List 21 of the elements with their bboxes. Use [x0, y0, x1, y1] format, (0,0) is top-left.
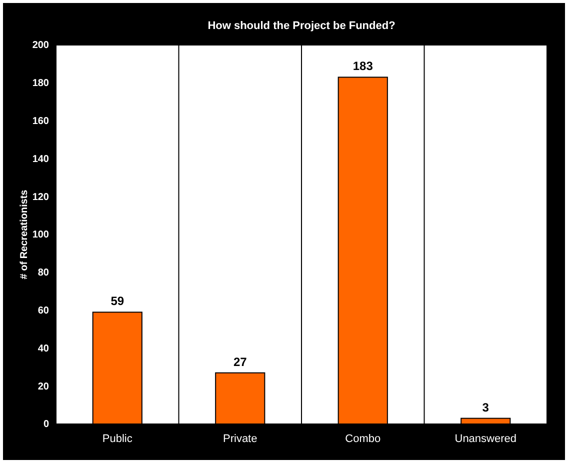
- y-tick-label: 60: [38, 306, 50, 316]
- data-label: 59: [110, 294, 124, 308]
- data-label: 3: [482, 400, 490, 414]
- y-tick-label: 80: [38, 268, 50, 279]
- x-tick-label: Public: [102, 432, 133, 445]
- y-tick-label: 120: [32, 192, 50, 203]
- x-tick-label: Combo: [345, 432, 381, 445]
- y-tick-label: 0: [43, 419, 50, 430]
- data-label: 183: [352, 59, 374, 74]
- y-tick-label: 160: [32, 116, 50, 127]
- y-tick-label: 100: [32, 230, 50, 241]
- x-tick-label: Unanswered: [454, 432, 517, 445]
- y-tick-label: 20: [38, 381, 50, 392]
- data-label: 27: [233, 354, 248, 369]
- y-tick-label: 140: [32, 154, 50, 165]
- chart-title: How should the Project be Funded?: [208, 20, 396, 32]
- y-tick-label: 40: [38, 343, 50, 354]
- y-axis-title: # of Recreationists: [19, 189, 30, 280]
- y-tick-label: 180: [32, 78, 50, 90]
- y-tick-label: 200: [32, 40, 50, 52]
- x-tick-label: Private: [223, 432, 258, 445]
